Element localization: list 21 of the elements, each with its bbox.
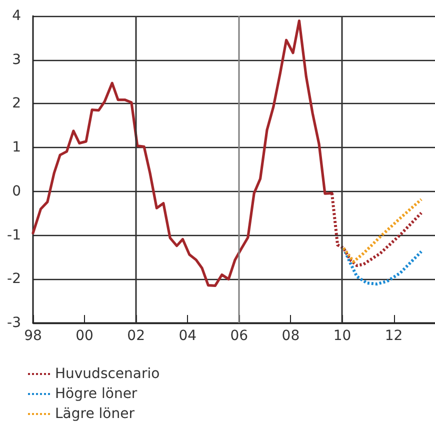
line-series [342, 246, 423, 286]
x-tick-label: 06 [230, 328, 248, 344]
y-tick-label: 3 [12, 52, 21, 68]
y-tick-label: 1 [12, 140, 21, 156]
x-tick-label: 00 [76, 328, 94, 344]
y-tick-label: -2 [7, 271, 21, 288]
y-tick-label: 4 [12, 8, 22, 24]
x-tick-label: 04 [178, 328, 197, 344]
x-tick-label: 02 [127, 328, 145, 344]
x-tick-label: 98 [24, 328, 42, 344]
line-series [342, 198, 423, 264]
y-tick-label: -1 [7, 227, 21, 244]
x-tick-label: 12 [384, 328, 403, 344]
y-tick-label: -3 [7, 315, 21, 331]
legend-label: Lägre löner [55, 406, 135, 422]
legend-label: Högre löner [55, 386, 138, 402]
legend-label: Huvudscenario [55, 366, 160, 382]
y-tick-label: 2 [12, 96, 21, 112]
x-tick-label: 10 [333, 328, 352, 344]
x-tick-label: 08 [282, 328, 300, 344]
y-tick-label: 0 [12, 183, 21, 200]
